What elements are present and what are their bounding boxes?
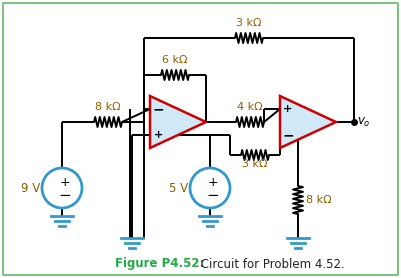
Text: Circuit for Problem 4.52.: Circuit for Problem 4.52.	[197, 257, 345, 270]
Text: 3 kΩ: 3 kΩ	[242, 159, 268, 169]
Circle shape	[190, 168, 230, 208]
Text: +: +	[284, 104, 293, 114]
Text: $v_o$: $v_o$	[357, 115, 371, 128]
Text: Figure P4.52:: Figure P4.52:	[115, 257, 205, 270]
Polygon shape	[280, 96, 336, 148]
Text: 8 kΩ: 8 kΩ	[95, 102, 121, 112]
Text: −: −	[59, 187, 71, 202]
Text: 4 kΩ: 4 kΩ	[237, 102, 263, 112]
Text: 9 V: 9 V	[21, 182, 40, 195]
Text: +: +	[208, 175, 218, 188]
Text: 6 kΩ: 6 kΩ	[162, 55, 188, 65]
Text: −: −	[207, 187, 219, 202]
Polygon shape	[150, 96, 206, 148]
FancyBboxPatch shape	[3, 3, 398, 275]
Text: +: +	[153, 130, 163, 140]
Text: 3 kΩ: 3 kΩ	[236, 18, 262, 28]
Circle shape	[42, 168, 82, 208]
Text: −: −	[282, 128, 294, 142]
Text: 5 V: 5 V	[169, 182, 188, 195]
Text: −: −	[152, 102, 164, 116]
Text: +: +	[60, 175, 70, 188]
Text: 8 kΩ: 8 kΩ	[306, 195, 332, 205]
